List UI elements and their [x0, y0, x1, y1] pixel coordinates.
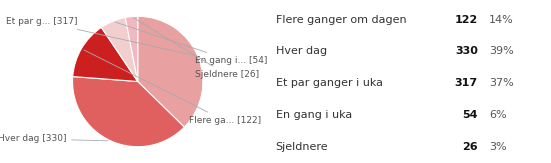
Text: Sjeldnere: Sjeldnere: [276, 142, 328, 152]
Wedge shape: [101, 17, 138, 82]
Text: 26: 26: [462, 142, 478, 152]
Text: 330: 330: [455, 46, 478, 56]
Wedge shape: [73, 77, 185, 147]
Text: 6%: 6%: [489, 110, 507, 120]
Text: 122: 122: [455, 15, 478, 25]
Text: 39%: 39%: [489, 46, 514, 56]
Text: En gang i uka: En gang i uka: [276, 110, 352, 120]
Text: Hver dag: Hver dag: [276, 46, 327, 56]
Text: 3%: 3%: [489, 142, 507, 152]
Wedge shape: [125, 16, 138, 82]
Text: 37%: 37%: [489, 78, 514, 88]
Text: En gang i... [54]: En gang i... [54]: [116, 22, 267, 65]
Text: Et par g... [317]: Et par g... [317]: [6, 17, 195, 56]
Wedge shape: [73, 27, 138, 82]
Text: Flere ga... [122]: Flere ga... [122]: [84, 50, 261, 125]
Text: 317: 317: [455, 78, 478, 88]
Text: Flere ganger om dagen: Flere ganger om dagen: [276, 15, 406, 25]
Text: Hver dag [330]: Hver dag [330]: [0, 134, 108, 143]
Text: Et par ganger i uka: Et par ganger i uka: [276, 78, 382, 88]
Text: Sjeldnere [26]: Sjeldnere [26]: [134, 18, 260, 80]
Text: 54: 54: [462, 110, 478, 120]
Wedge shape: [138, 16, 203, 127]
Text: 14%: 14%: [489, 15, 514, 25]
